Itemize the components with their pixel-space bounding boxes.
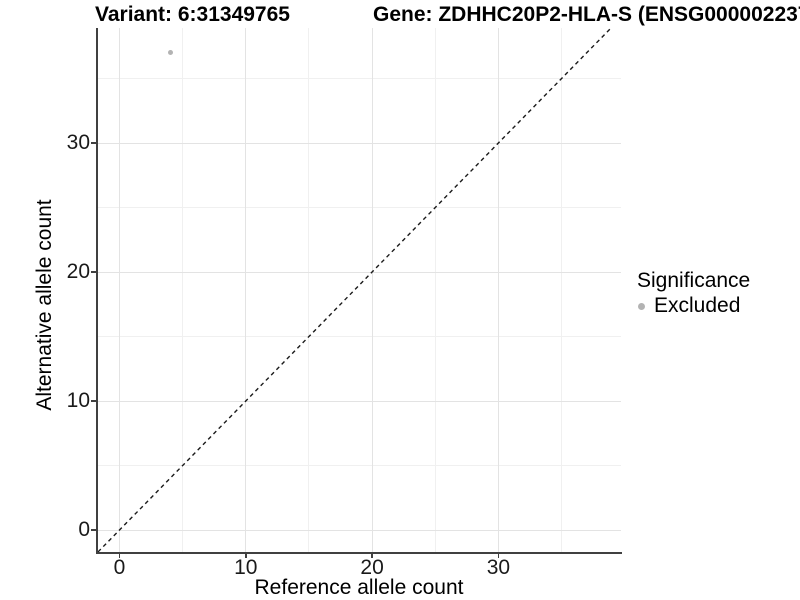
x-tick-label: 10 bbox=[234, 556, 258, 579]
gridline-minor-h bbox=[97, 336, 621, 337]
y-tick-label: 30 bbox=[66, 131, 90, 154]
gridline-major-h bbox=[97, 142, 621, 144]
y-axis-line bbox=[96, 28, 98, 554]
x-tick-label: 30 bbox=[486, 556, 511, 579]
gridline-major-v bbox=[371, 28, 373, 552]
gridline-major-v bbox=[119, 28, 120, 552]
gridline-minor-v bbox=[434, 28, 436, 552]
y-tick-mark bbox=[91, 142, 96, 144]
y-axis-title: Alternative allele count bbox=[33, 199, 56, 411]
x-tick-mark bbox=[118, 553, 121, 558]
plot-title-variant: Variant: 6:31349765 bbox=[95, 3, 290, 26]
plot-panel bbox=[96, 27, 622, 554]
legend-item-excluded: Excluded bbox=[637, 295, 750, 317]
x-tick-label: 0 bbox=[113, 556, 126, 579]
x-axis-line bbox=[96, 552, 622, 554]
x-tick-label: 20 bbox=[360, 556, 384, 579]
gridline-major-h bbox=[97, 271, 621, 273]
gridline-minor-h bbox=[97, 207, 621, 208]
gridline-minor-v bbox=[182, 28, 184, 552]
x-tick-mark bbox=[497, 553, 500, 558]
y-tick-mark bbox=[91, 400, 96, 402]
data-point bbox=[167, 50, 173, 56]
y-tick-label: 20 bbox=[66, 260, 90, 283]
legend-title: Significance bbox=[637, 269, 751, 292]
gridline-minor-v bbox=[561, 28, 563, 552]
y-tick-label: 10 bbox=[66, 389, 90, 412]
y-tick-mark bbox=[91, 529, 96, 531]
gridline-major-v bbox=[497, 28, 499, 552]
gridline-major-h bbox=[97, 400, 621, 402]
x-tick-mark bbox=[245, 553, 247, 558]
y-tick-mark bbox=[91, 271, 96, 273]
identity-line bbox=[97, 27, 612, 553]
excluded-point-icon bbox=[638, 302, 645, 310]
plot-title-gene: Gene: ZDHHC20P2-HLA-S (ENSG00000223702) bbox=[373, 3, 800, 26]
legend: Significance Excluded bbox=[637, 269, 750, 317]
gridline-minor-v bbox=[308, 28, 310, 552]
gridline-minor-h bbox=[97, 78, 621, 79]
gridline-major-v bbox=[245, 28, 247, 552]
x-axis-title: Reference allele count bbox=[254, 576, 464, 599]
legend-item-label: Excluded bbox=[654, 294, 741, 317]
gridline-minor-h bbox=[97, 465, 621, 466]
x-tick-mark bbox=[371, 553, 373, 558]
gridline-major-h bbox=[97, 529, 621, 531]
y-tick-label: 0 bbox=[78, 518, 90, 541]
